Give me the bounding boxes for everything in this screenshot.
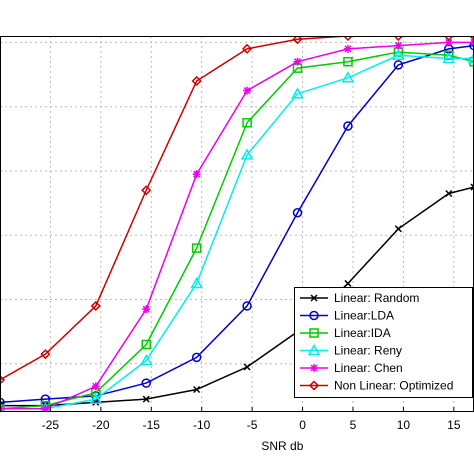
data-point (470, 38, 474, 47)
data-point (190, 276, 203, 289)
data-point (242, 118, 252, 128)
data-point (141, 378, 151, 388)
data-point (191, 75, 202, 87)
x-tick-label: -25 (42, 418, 60, 432)
data-point (192, 170, 201, 179)
data-point (444, 50, 454, 61)
data-point (393, 60, 404, 70)
data-point (240, 148, 254, 160)
series-4 (0, 48, 474, 412)
legend-swatch-marker (310, 364, 318, 372)
data-point (392, 48, 405, 61)
data-point (89, 392, 103, 404)
legend-box (294, 287, 473, 398)
data-point (0, 404, 4, 412)
data-point (293, 57, 302, 66)
data-point (191, 243, 202, 253)
data-point (443, 36, 454, 42)
series-group (0, 36, 474, 412)
x-tick-label: 10 (397, 418, 411, 432)
data-point (141, 339, 151, 350)
series-6 (0, 36, 474, 385)
legend-swatch-marker (308, 380, 320, 391)
data-point (445, 189, 453, 198)
data-point (40, 349, 51, 360)
data-point (91, 382, 100, 391)
series-5 (0, 38, 474, 412)
data-point (467, 51, 474, 64)
series-line (0, 54, 474, 410)
legend-item: Linear:IDA (300, 326, 391, 340)
x-tick-label: -5 (247, 418, 258, 432)
data-point (193, 385, 201, 394)
series-line (0, 36, 474, 381)
legend-label: Linear: Chen (334, 361, 403, 375)
data-point (242, 301, 252, 311)
x-tick-label: -10 (193, 418, 211, 432)
data-point (341, 71, 355, 83)
data-point (442, 51, 456, 64)
data-point (344, 279, 352, 287)
legend-item: Linear: Reny (300, 344, 402, 358)
data-point (393, 36, 404, 42)
x-tick-label: 5 (350, 418, 357, 432)
data-point (242, 43, 253, 54)
legend-label: Linear: Random (334, 291, 419, 305)
x-tick-labels: -25 -20 -15 -10 -5 0 5 10 15 (42, 407, 461, 432)
data-point (342, 36, 353, 42)
legend-item: Linear:LDA (300, 309, 394, 323)
legend-label: Linear:IDA (334, 326, 391, 340)
data-point (292, 208, 303, 218)
data-point (142, 395, 150, 403)
data-point (343, 44, 352, 53)
data-point (469, 40, 474, 51)
legend-swatch-marker (309, 310, 319, 321)
data-point (191, 352, 202, 363)
legend-label: Linear: Reny (334, 344, 402, 358)
data-point (243, 86, 252, 95)
data-point (139, 354, 153, 366)
data-point (292, 36, 303, 45)
data-point (142, 305, 151, 314)
data-point (394, 225, 402, 233)
legend-label: Non Linear: Optimized (334, 379, 453, 393)
x-tick-label: 0 (299, 418, 306, 432)
legend-swatch-marker (309, 328, 319, 338)
x-axis-title: SNR db (261, 439, 303, 453)
data-point (0, 397, 5, 408)
x-tick-label: 15 (447, 418, 461, 432)
data-point (92, 398, 100, 406)
legend-swatch-marker (307, 343, 321, 356)
data-point (141, 185, 152, 196)
data-point (470, 183, 474, 191)
data-point (343, 121, 353, 131)
x-tick-label: -20 (92, 418, 110, 432)
series-line (0, 51, 474, 410)
legend-item: Linear: Chen (300, 361, 403, 375)
legend-swatch-marker (310, 294, 318, 302)
data-point (291, 87, 304, 99)
legend-item: Non Linear: Optimized (300, 379, 453, 393)
legend: Linear: Random Linear:LDA Linear:IDA Linear… (294, 287, 473, 398)
data-point (243, 363, 251, 371)
data-point (343, 56, 353, 67)
data-point (394, 41, 403, 50)
legend-item: Linear: Random (300, 291, 419, 305)
data-point (90, 300, 101, 312)
legend-label: Linear:LDA (334, 309, 394, 323)
x-tick-label: -15 (143, 418, 161, 432)
data-point (0, 374, 6, 385)
